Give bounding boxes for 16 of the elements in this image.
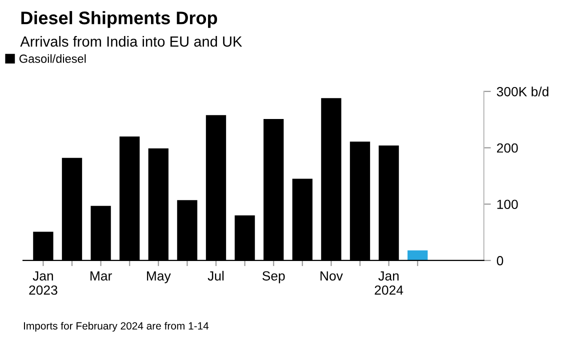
chart-title: Diesel Shipments Drop <box>21 11 218 28</box>
x-tick-label: Jul <box>208 270 224 281</box>
legend-label: Gasoil/diesel <box>19 54 86 63</box>
x-tick-label: Jan 2023 <box>29 271 58 295</box>
y-tick-label: 200 <box>497 143 518 153</box>
y-tick-label: 0 <box>496 256 504 266</box>
x-tick-label: Nov <box>320 271 343 281</box>
x-tick-label: Jan 2024 <box>374 271 404 295</box>
bar <box>408 250 428 260</box>
x-tick-label: Sep <box>262 271 285 284</box>
y-tick-label: 300K b/d <box>496 86 548 96</box>
chart-subtitle: Arrivals from India into EU and UK <box>20 36 242 47</box>
text: Imports for February 2024 are from 1-14 <box>24 322 209 332</box>
y-tick-label: 100 <box>497 200 518 210</box>
x-tick-label: Mar <box>90 271 112 281</box>
x-tick-label: May <box>147 271 171 284</box>
